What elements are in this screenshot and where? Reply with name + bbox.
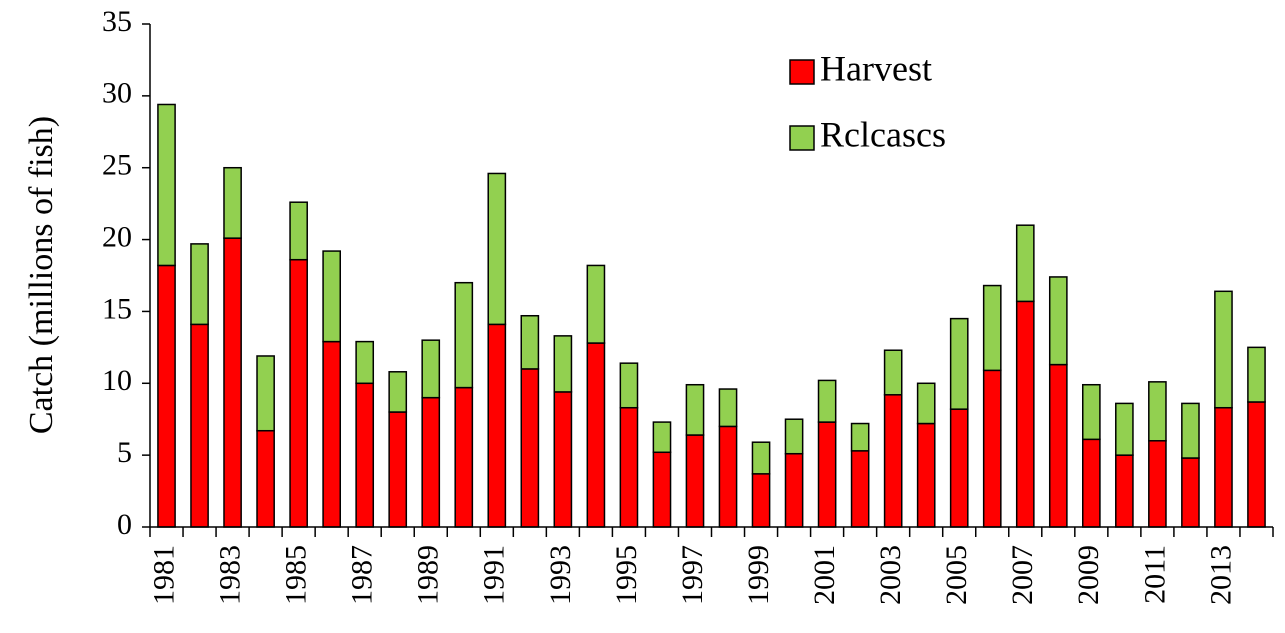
bar-segment (322, 250, 341, 343)
bar-segment (454, 386, 474, 528)
bar-segment (1015, 300, 1035, 528)
bar-segment (157, 264, 176, 528)
bar-segment (1214, 406, 1233, 528)
bar-segment (751, 441, 771, 475)
bar-segment (718, 425, 738, 528)
bar-segment (652, 421, 672, 454)
bar-segment (190, 323, 209, 528)
x-tick-label: 1995 (610, 545, 643, 605)
bar-segment (1181, 457, 1200, 528)
bar-segment (190, 243, 209, 326)
bar-segment (1181, 402, 1200, 459)
bar-segment (553, 335, 573, 393)
x-tick-label: 2001 (808, 545, 841, 605)
bar-segment (652, 451, 672, 528)
legend-swatch (789, 125, 815, 151)
x-tick-label: 1991 (478, 545, 511, 605)
y-axis-label: Catch (millions of fish) (23, 116, 60, 434)
bar-segment (1082, 438, 1101, 528)
bar-segment (817, 421, 837, 528)
x-tick-label: 1983 (213, 545, 246, 605)
x-tick-label: 1987 (346, 545, 379, 605)
bar-segment (883, 394, 903, 528)
x-tick-label: 1999 (742, 545, 775, 605)
x-tick-label: 2007 (1006, 545, 1039, 605)
x-tick-label: 1993 (544, 545, 577, 605)
bar-segment (223, 237, 242, 528)
bar-segment (883, 349, 903, 396)
bar-segment (289, 201, 308, 261)
bar-segment (1048, 276, 1068, 366)
bar-segment (421, 396, 441, 528)
bar-segment (256, 429, 275, 528)
bar-segment (916, 422, 936, 528)
x-tick-label: 2005 (940, 545, 973, 605)
bar-segment (1214, 290, 1233, 409)
x-tick-label: 1985 (280, 545, 313, 605)
bar-segment (1115, 454, 1134, 528)
legend-swatch (789, 59, 815, 85)
bar-segment (520, 368, 540, 528)
x-tick-label: 1989 (412, 545, 445, 605)
x-tick-label: 1981 (147, 545, 180, 605)
bar-segment (388, 411, 408, 528)
bar-segment (784, 452, 804, 528)
y-tick-label: 0 (117, 508, 132, 541)
bar-segment (223, 166, 242, 239)
bar-segment (355, 382, 375, 528)
legend-label: Rclcascs (820, 114, 946, 154)
y-tick-label: 5 (117, 436, 132, 469)
bar-segment (718, 388, 738, 428)
bar-segment (1148, 381, 1167, 442)
bar-segment (586, 342, 606, 528)
bar-segment (1148, 440, 1167, 528)
bar-segment (355, 340, 375, 385)
y-tick-label: 35 (102, 5, 132, 38)
y-tick-label: 15 (102, 292, 132, 325)
bar-segment (1015, 224, 1035, 303)
bar-segment (388, 371, 408, 413)
bar-segment (157, 103, 176, 267)
bar-segment (1082, 383, 1101, 441)
bar-segment (421, 339, 441, 399)
y-tick-label: 30 (102, 77, 132, 110)
bar-segment (1247, 401, 1266, 528)
bar-segment (322, 340, 341, 528)
bar-segment (850, 450, 870, 528)
bar-segment (520, 314, 540, 370)
bar-segment (619, 406, 639, 528)
y-tick-label: 10 (102, 364, 132, 397)
legend-label: Harvest (820, 48, 932, 88)
bar-segment (685, 434, 705, 528)
bar-segment (289, 258, 308, 528)
bar-segment (751, 473, 771, 528)
bar-segment (850, 422, 870, 452)
bar-segment (619, 362, 639, 409)
bar-segment (685, 383, 705, 436)
x-tick-label: 1997 (676, 545, 709, 605)
bar-segment (784, 418, 804, 455)
bar-segment (949, 408, 969, 528)
x-tick-label: 2009 (1072, 545, 1105, 605)
bar-segment (1247, 346, 1266, 403)
bar-segment (982, 369, 1002, 528)
x-tick-label: 2011 (1138, 545, 1171, 604)
bar-segment (916, 382, 936, 425)
x-tick-label: 2013 (1204, 545, 1237, 605)
y-tick-label: 20 (102, 220, 132, 253)
x-tick-label: 2003 (874, 545, 907, 605)
bar-segment (586, 264, 606, 344)
bar-segment (982, 284, 1002, 372)
bar-segment (949, 317, 969, 410)
bar-segment (817, 379, 837, 423)
bar-segment (487, 323, 507, 528)
bar-segment (553, 391, 573, 528)
bar-segment (256, 355, 275, 432)
bar-segment (454, 281, 474, 389)
y-tick-label: 25 (102, 149, 132, 182)
bar-segment (487, 172, 507, 326)
bar-segment (1115, 402, 1134, 456)
bar-segment (1048, 363, 1068, 528)
